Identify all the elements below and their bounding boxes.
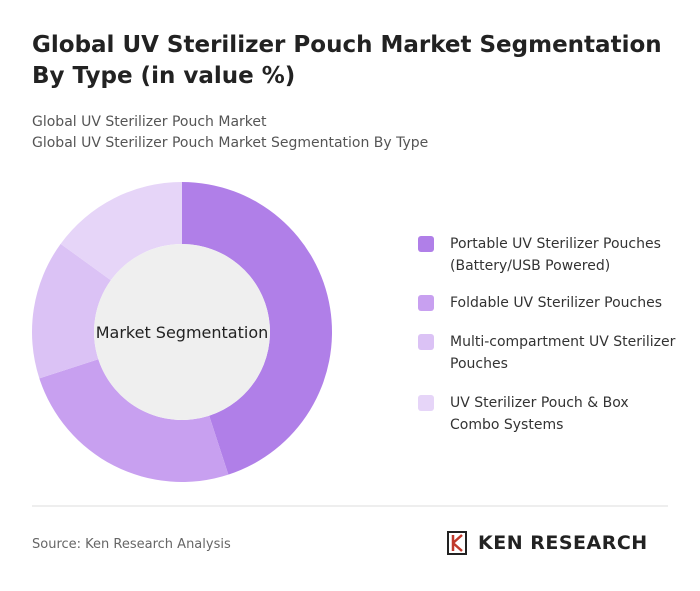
legend-swatch [418, 334, 434, 350]
legend-item: Portable UV Sterilizer Pouches (Battery/… [418, 233, 678, 277]
subtitle: Global UV Sterilizer Pouch Market Segmen… [32, 135, 429, 151]
legend-label: Foldable UV Sterilizer Pouches [450, 295, 663, 311]
legend-swatch [418, 236, 434, 252]
legend-label: Portable UV Sterilizer Pouches (Battery/… [450, 236, 661, 274]
legend-label: UV Sterilizer Pouch & Box Combo Systems [450, 395, 629, 433]
donut-slice [182, 182, 333, 475]
logo-icon [451, 534, 463, 552]
center-label: Market Segmentation [96, 323, 269, 342]
legend-item: Foldable UV Sterilizer Pouches [418, 292, 678, 314]
legend-item: UV Sterilizer Pouch & Box Combo Systems [418, 392, 678, 436]
donut-slice [39, 359, 229, 482]
logo: KEN RESEARCH [478, 532, 648, 554]
source: Source: Ken Research Analysis [32, 537, 231, 552]
legend-label: Multi-compartment UV Sterilizer Pouches [450, 334, 676, 372]
legend-swatch [418, 295, 434, 311]
donut-slice [32, 243, 111, 379]
title: Global UV Sterilizer Pouch Market Segmen… [32, 32, 662, 89]
legend-swatch [418, 395, 434, 411]
donut-slice [60, 182, 183, 281]
subtitle: Global UV Sterilizer Pouch Market [32, 114, 267, 130]
logo-icon [447, 531, 467, 555]
donut-hole [94, 244, 270, 420]
legend-item: Multi-compartment UV Sterilizer Pouches [418, 331, 678, 375]
